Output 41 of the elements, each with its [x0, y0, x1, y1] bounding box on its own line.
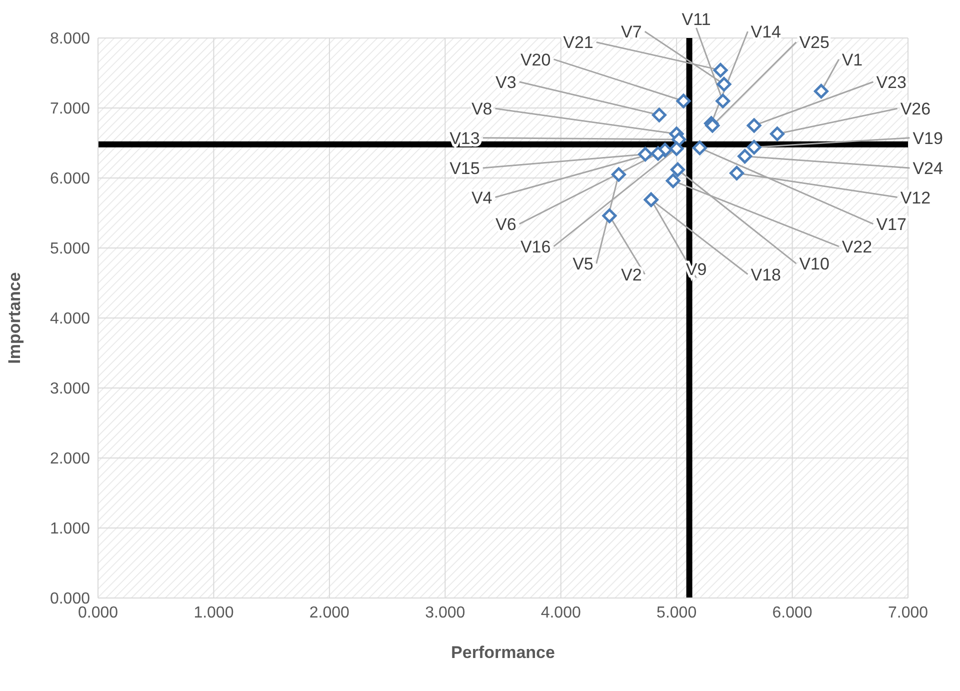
annotation: V6 — [496, 214, 516, 234]
annotation: V5 — [572, 254, 594, 274]
y-tick-label: 1.000 — [50, 520, 90, 538]
y-tick-label: 6.000 — [50, 170, 90, 188]
x-axis-title: Performance — [451, 643, 555, 662]
x-tick-label: 7.000 — [888, 604, 928, 622]
annotation: V4 — [471, 188, 492, 208]
annotation: V22 — [842, 237, 872, 256]
annotation: V7 — [621, 22, 642, 42]
y-tick-label: 8.000 — [50, 30, 90, 48]
y-tick-label: 4.000 — [50, 310, 90, 328]
annotation: V12 — [900, 188, 931, 208]
annotation: V10 — [799, 254, 830, 274]
annotation: V11 — [682, 10, 711, 29]
annotation: V14 — [750, 22, 781, 42]
annotation: V3 — [496, 72, 516, 92]
y-tick-label: 3.000 — [50, 380, 90, 398]
annotation: V1 — [842, 50, 863, 70]
y-tick-label: 5.000 — [50, 240, 90, 258]
y-tick-label: 2.000 — [50, 450, 90, 468]
annotation: V26 — [900, 100, 931, 119]
annotation: V23 — [876, 72, 906, 92]
annotation: V8 — [471, 100, 492, 119]
annotation: V21 — [563, 33, 594, 52]
annotation: V2 — [621, 265, 642, 284]
x-tick-label: 6.000 — [772, 604, 812, 622]
x-tick-label: 1.000 — [194, 604, 234, 622]
x-tick-label: 2.000 — [309, 604, 350, 622]
annotation: V25 — [799, 33, 830, 52]
y-tick-label: 7.000 — [50, 100, 90, 118]
annotation: V24 — [912, 158, 943, 178]
x-tick-label: 4.000 — [540, 604, 581, 622]
annotation: V17 — [876, 214, 906, 234]
x-tick-label: 5.000 — [656, 604, 697, 622]
x-tick-label: 3.000 — [425, 604, 466, 622]
annotation: V15 — [450, 158, 480, 178]
annotation: V19 — [912, 128, 943, 148]
annotation: V16 — [520, 237, 551, 256]
annotation: V18 — [750, 265, 781, 284]
y-axis-title: Importance — [5, 272, 24, 364]
annotation: V20 — [520, 50, 551, 70]
